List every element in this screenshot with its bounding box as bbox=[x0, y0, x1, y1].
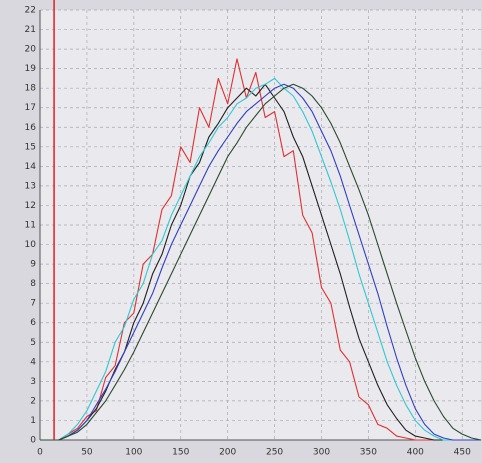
x-tick-label: 50 bbox=[81, 448, 93, 458]
y-tick-label: 10 bbox=[25, 240, 37, 250]
y-tick-label: 4 bbox=[30, 357, 36, 367]
y-tick-label: 5 bbox=[30, 338, 36, 348]
y-tick-label: 15 bbox=[25, 142, 36, 152]
y-tick-label: 6 bbox=[30, 318, 36, 328]
y-tick-label: 0 bbox=[30, 436, 36, 446]
x-tick-label: 100 bbox=[125, 448, 142, 458]
x-tick-label: 250 bbox=[266, 448, 283, 458]
y-tick-label: 14 bbox=[25, 162, 37, 172]
y-tick-label: 3 bbox=[30, 377, 36, 387]
x-tick-label: 450 bbox=[454, 448, 471, 458]
x-tick-label: 200 bbox=[219, 448, 236, 458]
x-tick-label: 0 bbox=[37, 448, 43, 458]
series-line bbox=[40, 58, 481, 441]
y-tick-label: 9 bbox=[30, 260, 36, 270]
x-tick-label: 150 bbox=[172, 448, 189, 458]
y-tick-label: 12 bbox=[25, 201, 36, 211]
y-tick-label: 7 bbox=[30, 299, 36, 309]
y-tick-label: 2 bbox=[30, 396, 36, 406]
y-tick-label: 1 bbox=[30, 416, 36, 426]
x-tick-label: 300 bbox=[313, 448, 330, 458]
y-tick-label: 13 bbox=[25, 181, 36, 191]
x-tick-label: 400 bbox=[407, 448, 424, 458]
y-tick-label: 21 bbox=[25, 25, 36, 35]
y-tick-label: 17 bbox=[25, 103, 36, 113]
series-line bbox=[40, 83, 481, 441]
y-tick-label: 19 bbox=[25, 64, 37, 74]
series-line bbox=[40, 83, 481, 441]
y-tick-label: 8 bbox=[30, 279, 36, 289]
series-line bbox=[40, 83, 482, 441]
y-tick-label: 18 bbox=[25, 84, 37, 94]
y-tick-label: 22 bbox=[25, 6, 36, 16]
y-tick-label: 11 bbox=[25, 221, 36, 231]
y-tick-label: 16 bbox=[25, 123, 37, 133]
series-line bbox=[40, 77, 481, 441]
y-tick-label: 20 bbox=[25, 45, 37, 55]
x-tick-label: 350 bbox=[360, 448, 377, 458]
